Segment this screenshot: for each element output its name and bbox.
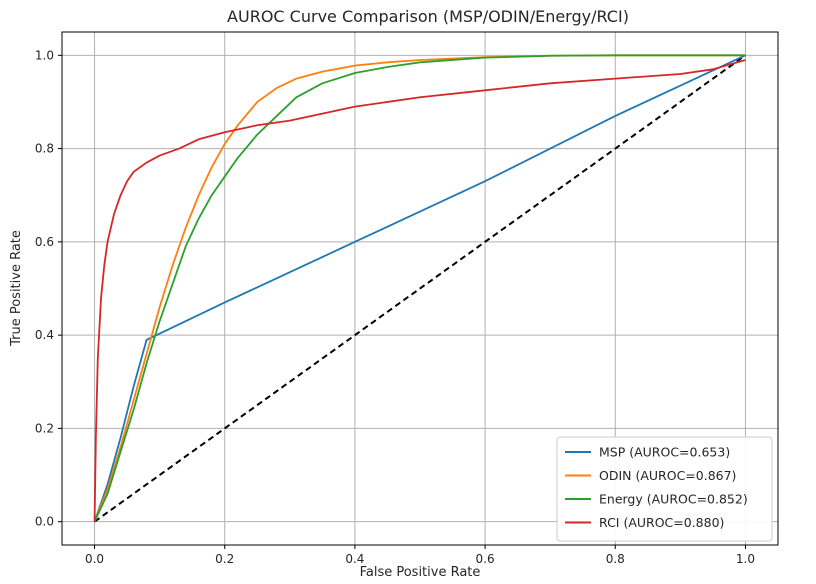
y-axis-label: True Positive Rate xyxy=(9,230,24,347)
legend: MSP (AUROC=0.653) ODIN (AUROC=0.867) Energ… xyxy=(556,436,773,542)
legend-entry: RCI (AUROC=0.880) xyxy=(599,515,724,530)
diagonal-reference-line xyxy=(93,54,747,523)
x-axis-label: False Positive Rate xyxy=(360,565,481,580)
y-tick-label: 0.2 xyxy=(35,421,54,435)
series-line-2 xyxy=(93,54,746,523)
x-axis-ticks: 0.0 0.2 0.4 0.6 0.8 1.0 xyxy=(85,545,755,566)
y-axis-ticks: 0.0 0.2 0.4 0.6 0.8 1.0 xyxy=(35,48,62,529)
y-tick-label: 0.4 xyxy=(35,328,54,342)
x-tick-label: 0.0 xyxy=(85,552,104,566)
chart-title: AUROC Curve Comparison (MSP/ODIN/Energy/… xyxy=(227,7,629,26)
x-tick-label: 0.6 xyxy=(476,552,495,566)
series-line-3 xyxy=(93,59,746,522)
legend-entry: ODIN (AUROC=0.867) xyxy=(599,468,736,483)
legend-box xyxy=(556,436,773,542)
series-line-0 xyxy=(93,54,746,522)
x-tick-label: 0.2 xyxy=(215,552,234,566)
y-tick-label: 1.0 xyxy=(35,48,54,62)
y-tick-label: 0.6 xyxy=(35,235,54,249)
series-lines xyxy=(93,54,747,523)
x-tick-label: 0.8 xyxy=(606,552,625,566)
legend-entry: Energy (AUROC=0.852) xyxy=(599,492,748,507)
plot-frame xyxy=(61,31,779,546)
y-tick-label: 0.0 xyxy=(35,515,54,529)
x-tick-label: 0.4 xyxy=(345,552,364,566)
x-tick-label: 1.0 xyxy=(736,552,755,566)
y-tick-label: 0.8 xyxy=(35,142,54,156)
legend-entry: MSP (AUROC=0.653) xyxy=(599,445,730,460)
grid-lines xyxy=(62,32,778,545)
